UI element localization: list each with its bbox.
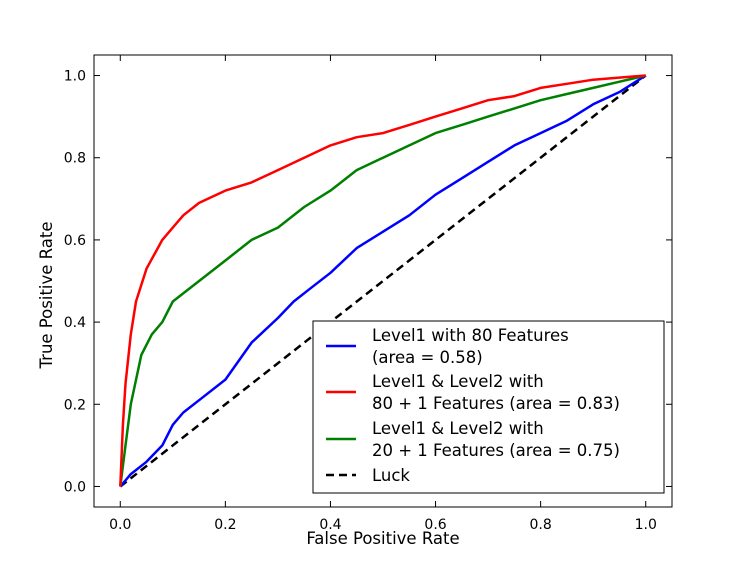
y-axis-label: True Positive Rate [37,222,56,370]
series-line-level1-level2-80 [119,74,646,487]
legend-label-luck: Luck [372,466,410,485]
x-tick-label: 0.2 [214,517,236,533]
series-line-level1-level2-20 [119,74,646,487]
legend-box [312,320,665,494]
series-line-level1-80 [119,74,647,488]
legend-label-level1-80: Level1 with 80 Features [372,326,569,345]
series-line-luck [119,74,647,488]
y-tick-label: 1.0 [64,69,86,85]
tick-group: 0.0 0.2 0.4 0.6 0.8 1.0 0.0 0.2 0.4 0.6 0.8 1.0 [64,55,672,533]
y-tick-label: 0.2 [64,397,86,413]
y-tick-label: 0.8 [64,151,86,167]
x-tick-label: 0.8 [530,517,552,533]
y-tick-label: 0.0 [64,479,86,495]
y-tick-label: 0.6 [64,233,86,249]
x-axis-label: False Positive Rate [306,529,459,548]
legend-label-level1-80: (area = 0.58) [372,348,483,367]
legend-label-level1-level2-20: Level1 & Level2 with [372,419,544,438]
legend-label-level1-level2-80: 80 + 1 Features (area = 0.83) [372,394,620,413]
x-tick-label: 0.6 [424,517,446,533]
x-tick-label: 1.0 [635,517,657,533]
x-tick-label: 0.0 [109,517,131,533]
legend-label-level1-level2-80: Level1 & Level2 with [372,372,544,391]
legend: Level1 with 80 Features (area = 0.58) Leve… [312,320,665,494]
y-tick-label: 0.4 [64,315,86,331]
x-tick-label: 0.4 [319,517,341,533]
legend-label-level1-level2-20: 20 + 1 Features (area = 0.75) [372,441,620,460]
plot-frame [93,54,673,508]
series-group [119,74,647,488]
